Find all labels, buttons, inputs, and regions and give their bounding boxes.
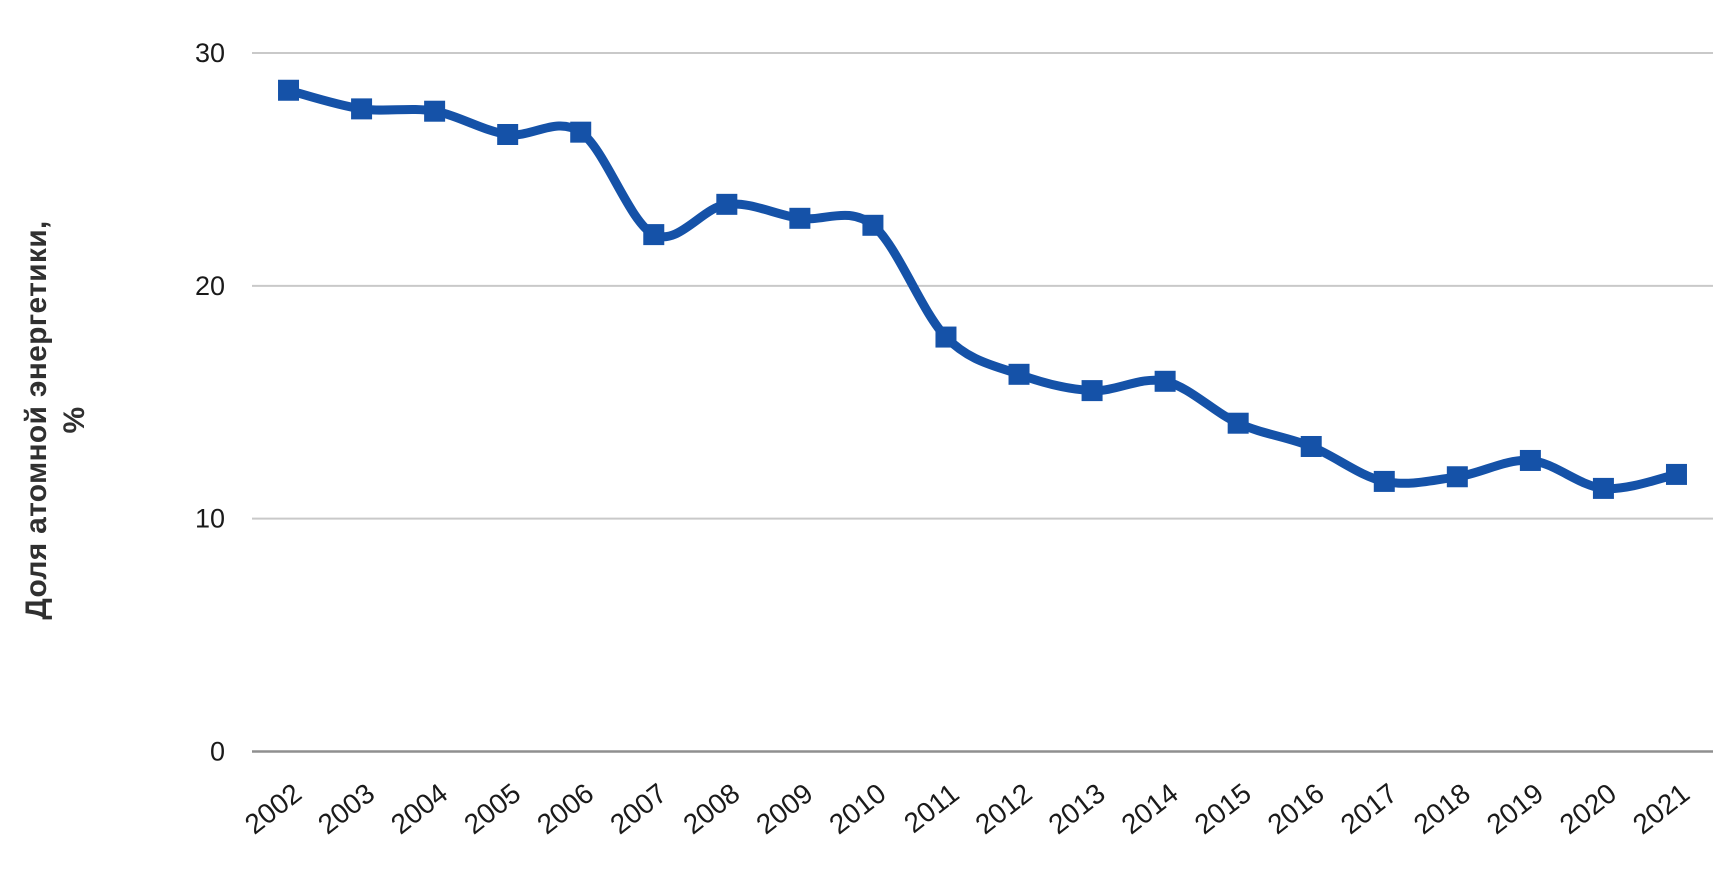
data-point-marker — [1154, 370, 1176, 392]
data-point-marker — [1008, 363, 1030, 385]
x-tick-label: 2018 — [1408, 777, 1476, 840]
x-tick-label: 2004 — [385, 777, 453, 840]
x-tick-label: 2008 — [677, 777, 745, 840]
x-tick-label: 2019 — [1481, 777, 1549, 840]
x-tick-label: 2021 — [1627, 777, 1695, 840]
y-axis-title-line2: % — [58, 406, 91, 434]
x-tick-label: 2012 — [970, 777, 1038, 840]
x-tick-label: 2007 — [604, 777, 672, 840]
data-point-marker — [1665, 463, 1687, 485]
series-line — [284, 85, 1681, 494]
data-point-marker — [1446, 466, 1468, 488]
data-point-marker — [497, 123, 519, 145]
y-axis-title-line1: Доля атомной энергетики, — [20, 220, 53, 620]
y-tick-label: 30 — [195, 38, 225, 68]
x-tick-label: 2006 — [531, 777, 599, 840]
y-axis-title: Доля атомной энергетики, % — [18, 220, 94, 619]
x-tick-label: 2016 — [1262, 777, 1330, 840]
y-tick-label: 0 — [210, 737, 225, 767]
data-point-marker — [643, 224, 665, 246]
x-tick-label: 2011 — [898, 777, 965, 839]
data-point-marker — [1519, 449, 1541, 471]
x-tick-label: 2017 — [1335, 777, 1403, 840]
x-tick-label: 2014 — [1116, 777, 1184, 840]
y-tick-label: 10 — [195, 504, 225, 534]
x-tick-label: 2005 — [458, 777, 526, 840]
data-point-marker — [1300, 435, 1322, 457]
data-point-marker — [1081, 380, 1103, 402]
x-tick-label: 2009 — [750, 777, 818, 840]
data-point-marker — [935, 326, 957, 348]
data-point-marker — [1592, 477, 1614, 499]
data-point-marker — [716, 193, 738, 215]
data-point-marker — [278, 79, 300, 101]
data-point-marker — [1373, 470, 1395, 492]
y-tick-label: 20 — [195, 271, 225, 301]
data-point-marker — [789, 207, 811, 229]
data-point-marker — [1227, 412, 1249, 434]
x-tick-label: 2003 — [312, 777, 380, 840]
x-tick-label: 2002 — [239, 777, 307, 840]
x-tick-label: 2020 — [1554, 777, 1622, 840]
data-point-marker — [424, 100, 446, 122]
x-tick-label: 2013 — [1043, 777, 1111, 840]
x-tick-label: 2010 — [823, 777, 891, 840]
data-point-marker — [862, 214, 884, 236]
data-point-marker — [570, 121, 592, 143]
x-tick-label: 2015 — [1189, 777, 1257, 840]
data-point-marker — [351, 98, 373, 120]
